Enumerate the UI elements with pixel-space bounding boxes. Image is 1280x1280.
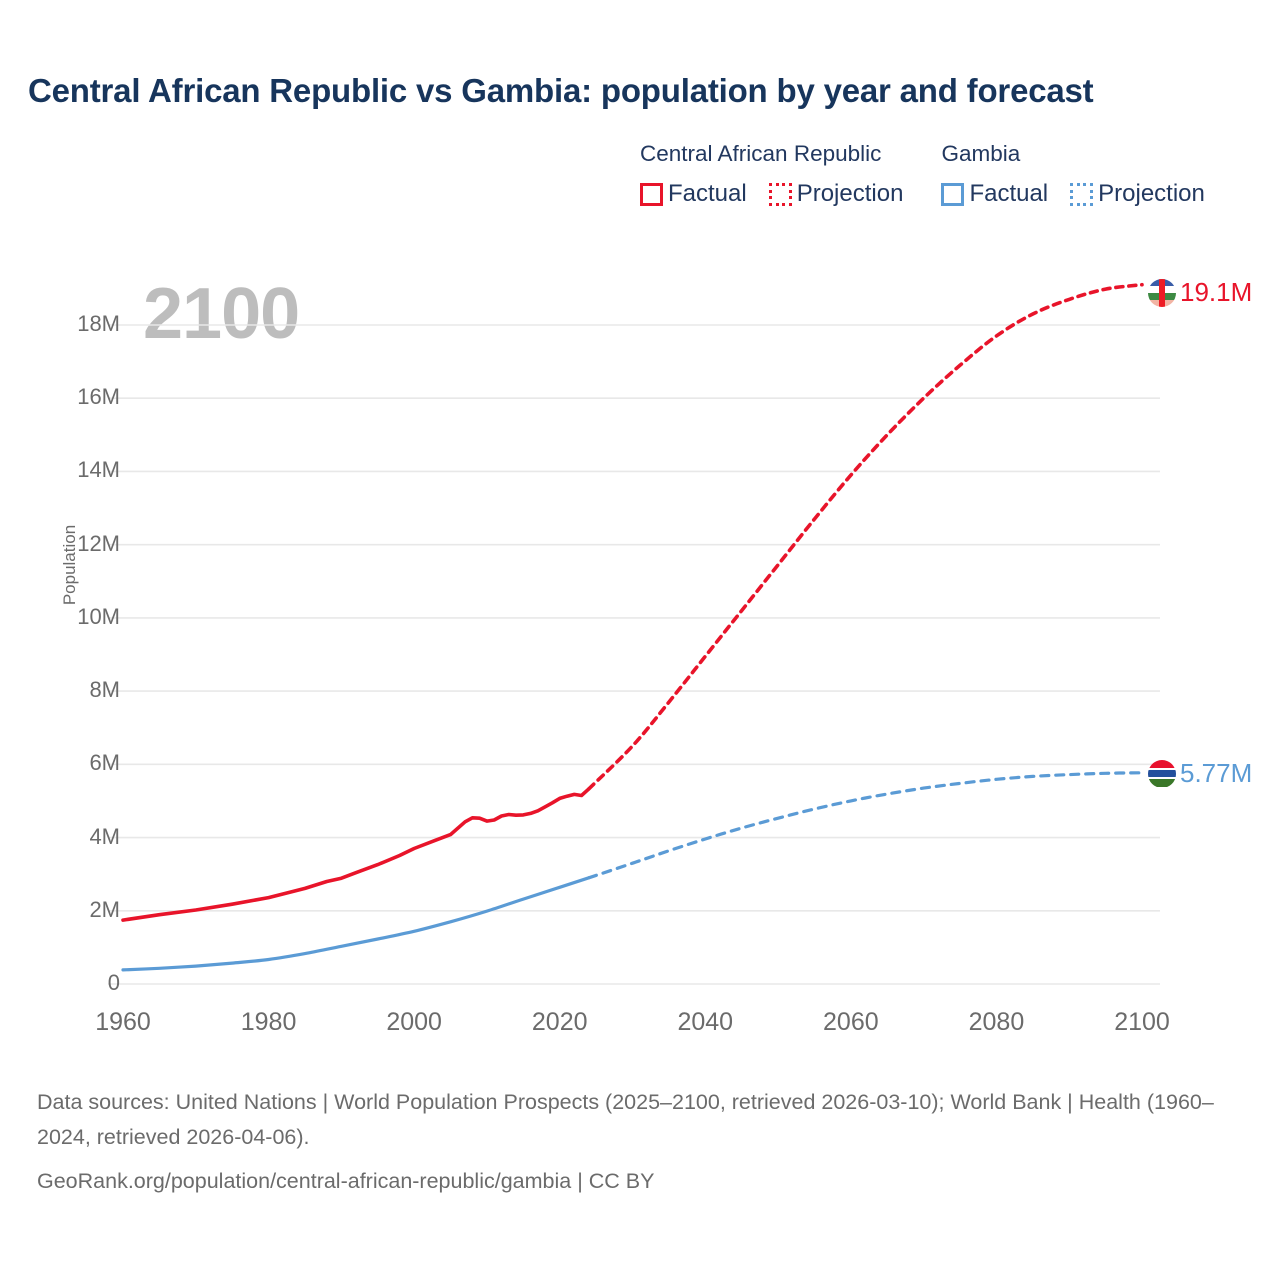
legend-item-car-factual[interactable]: Factual: [640, 182, 747, 206]
x-axis-tick-label: 2060: [823, 1008, 879, 1036]
y-axis-tick-label: 10M: [77, 603, 120, 629]
y-axis-tick-label: 0: [107, 970, 120, 995]
central-african-republic-flag-icon: [1148, 278, 1176, 307]
x-axis-tick-label: 2000: [386, 1008, 442, 1036]
legend-swatch-dotted-icon: [1070, 182, 1094, 206]
end-label-value: 19.1M: [1180, 277, 1253, 307]
legend-group-title: Central African Republic: [640, 141, 882, 166]
y-axis-tick-label: 2M: [89, 896, 120, 922]
series-line-gambia-factual: [121, 876, 591, 972]
legend-group-gambia: Gambia Factual Projection: [941, 140, 1205, 206]
series-line-gambia-projection: [587, 771, 1144, 880]
y-axis-ticks: 0 2M 4M 6M 8M 10M 12M 14M 16M 18M: [20, 0, 120, 1280]
legend-group-central-african-republic: Central African Republic Factual Project…: [640, 140, 903, 206]
x-axis-tick-label: 2100: [1114, 1008, 1170, 1036]
footer-attribution-link[interactable]: GeoRank.org/population/central-african-r…: [37, 1169, 655, 1193]
series-line-central-african-republic-factual: [121, 787, 591, 922]
series-line-central-african-republic-projection: [587, 282, 1144, 791]
x-axis-tick-label: 2020: [531, 1008, 588, 1036]
chart-series: [121, 282, 1144, 972]
end-label-central-african-republic: 19.1M: [1148, 277, 1252, 308]
y-axis-title: Population: [60, 524, 79, 606]
footer-data-sources: Data sources: United Nations | World Pop…: [37, 1090, 1214, 1149]
legend-item-gambia-projection[interactable]: Projection: [1070, 182, 1205, 206]
legend-group-title: Gambia: [941, 141, 1021, 166]
x-axis-tick-label: 1960: [95, 1008, 151, 1036]
chart-legend: Central African Republic Factual Project…: [640, 140, 1260, 206]
legend-label: Factual: [969, 180, 1049, 207]
x-axis-tick-label: 1980: [240, 1008, 297, 1036]
y-axis-tick-label: 6M: [89, 750, 120, 776]
y-axis-tick-label: 8M: [89, 677, 120, 703]
legend-label: Projection: [1098, 180, 1205, 207]
chart-gridlines: [108, 324, 1160, 985]
legend-item-gambia-factual[interactable]: Factual: [941, 182, 1048, 206]
legend-swatch-solid-icon: [640, 182, 663, 206]
y-axis-tick-label: 12M: [77, 530, 120, 556]
y-axis-tick-label: 14M: [77, 457, 120, 483]
x-axis-tick-label: 2040: [677, 1008, 734, 1036]
legend-label: Projection: [796, 180, 904, 207]
y-axis-tick-label: 4M: [89, 823, 120, 849]
x-axis-tick-label: 2080: [968, 1008, 1025, 1036]
end-label-value: 5.77M: [1180, 758, 1253, 788]
y-axis-tick-label: 16M: [77, 384, 120, 410]
page-title: Central African Republic vs Gambia: popu…: [28, 72, 1094, 109]
legend-swatch-solid-icon: [941, 182, 965, 206]
watermark-year: 2100: [143, 274, 300, 354]
legend-item-car-projection[interactable]: Projection: [768, 180, 904, 207]
gambia-flag-icon: [1148, 759, 1176, 788]
footer: Data sources: United Nations | World Pop…: [37, 1085, 1252, 1199]
end-label-gambia: 5.77M: [1148, 758, 1252, 789]
y-axis-tick-label: 18M: [77, 311, 120, 336]
legend-swatch-dotted-icon: [768, 182, 792, 206]
legend-label: Factual: [668, 180, 747, 207]
